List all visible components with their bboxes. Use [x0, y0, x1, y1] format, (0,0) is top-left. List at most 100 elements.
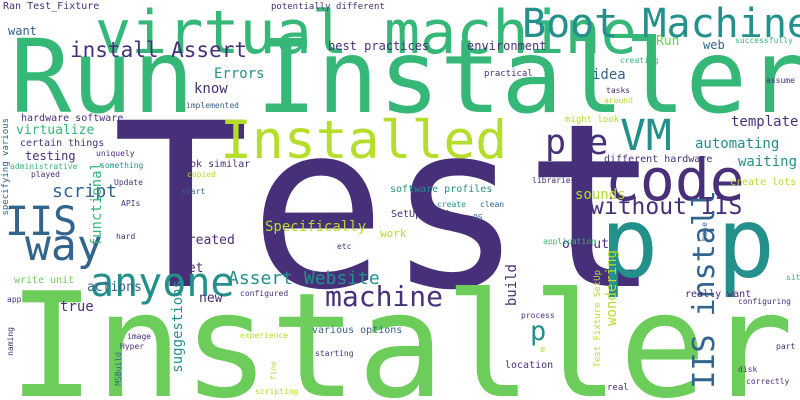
word-know: know	[194, 81, 228, 97]
word-installer: Installer	[8, 262, 794, 400]
word-really-want: really want	[685, 289, 752, 300]
word-pre: pre	[545, 123, 609, 163]
word-image: image	[127, 332, 152, 341]
word-starting: starting	[315, 349, 354, 358]
word-setup-boot: SetUp Boot	[391, 209, 452, 220]
word-anyone: anyone	[90, 260, 235, 306]
word-played: played	[31, 170, 60, 179]
word-wondering: wondering	[604, 250, 620, 326]
word-p: p	[530, 316, 547, 347]
word-created: created	[180, 233, 235, 248]
word-application: application	[543, 237, 596, 246]
word-way: way	[25, 221, 103, 271]
word-create-lots: create lots	[730, 177, 797, 188]
word-potentially-different: potentially different	[271, 2, 385, 12]
word-automating: automating	[695, 136, 780, 152]
word-apis: APIs	[121, 199, 141, 208]
word-hyper: Hyper	[120, 342, 145, 351]
word-template: template	[731, 114, 799, 130]
word-something: something	[100, 161, 144, 170]
word-want: want	[8, 24, 37, 38]
word-virtualize: virtualize	[16, 123, 95, 138]
word-run: Run	[656, 34, 680, 49]
word-location: location	[505, 360, 554, 371]
word-test: Test	[112, 74, 662, 340]
word-assume: assume	[766, 76, 795, 85]
word-experience: experience	[240, 331, 289, 340]
word-tasks: tasks	[606, 86, 631, 95]
word-write-unit: write unit	[14, 275, 75, 286]
word-test-fixture-setup: Test Fixture SetUp	[593, 270, 603, 368]
word-successfully: successfully	[735, 36, 793, 45]
word-uniquely: uniquely	[96, 149, 135, 158]
word-waiting: waiting	[738, 154, 798, 170]
word-configuring: configuring	[738, 297, 791, 306]
word-administrative: administrative	[10, 162, 78, 171]
word-machine: machine	[325, 280, 444, 313]
word-base: base	[700, 222, 709, 242]
word-libraries: libraries	[532, 176, 576, 185]
word-os: OS	[473, 213, 483, 222]
word-practical: practical	[484, 69, 533, 79]
word-specifically: Specifically	[265, 219, 367, 235]
word-msbuild: MSBuild	[114, 352, 123, 386]
word-various-options: various options	[312, 325, 403, 336]
word-start: start	[181, 187, 206, 196]
word-certain-things: certain things	[20, 138, 105, 149]
word-run-installer: Run Installer	[10, 18, 800, 137]
word-assert-website: Assert Website	[228, 268, 380, 289]
word-install-assert: install Assert	[70, 38, 248, 62]
word-build: build	[504, 264, 520, 307]
word-vm: VM	[620, 111, 672, 161]
word-best-practices: best practices	[328, 39, 430, 53]
word-scripting: scripting	[255, 387, 299, 396]
word-actions: actions	[87, 280, 142, 295]
word-installed: Installed	[220, 110, 508, 171]
word-software-profiles: software profiles	[390, 184, 493, 195]
word-different-hardware: different hardware	[604, 154, 713, 165]
word-naming: naming	[6, 327, 15, 356]
word-correctly: correctly	[746, 377, 790, 386]
word-without-iis: without IIS	[590, 194, 743, 220]
word-clean: clean	[480, 200, 505, 209]
word-testing: testing	[25, 149, 76, 163]
word-create: create	[437, 200, 466, 209]
word-web: web	[703, 38, 725, 52]
word-hard: hard	[116, 232, 136, 241]
word-environment: environment	[467, 39, 547, 53]
word-hardware-software: hardware software	[21, 113, 124, 124]
word-p-p: p p	[600, 187, 776, 300]
word-new: new	[199, 291, 223, 306]
word-configured: configured	[240, 289, 289, 298]
word-output: output	[562, 237, 609, 252]
word-e: e	[540, 345, 546, 355]
word-iis: IIS	[5, 199, 78, 245]
word-implemented: implemented	[186, 101, 239, 110]
word-functional: functional	[89, 162, 105, 247]
word-fine: fine	[269, 361, 278, 381]
word-real: real	[607, 383, 629, 393]
word-errors: Errors	[214, 66, 265, 82]
word-might-look: might look	[565, 115, 620, 125]
word-creating: creating	[620, 56, 659, 65]
word-copied: copied	[187, 170, 216, 179]
word-boot-machine: Boot Machine	[522, 1, 800, 47]
word-virtual-machine: virtual machine	[95, 0, 637, 68]
word-code: code	[605, 146, 745, 214]
word-sounds: sounds	[575, 187, 626, 203]
word-suggestions: suggestions	[170, 280, 186, 373]
word-idea: idea	[592, 67, 626, 83]
word-update: Update	[114, 178, 143, 187]
word-look-similar: look similar	[178, 159, 251, 170]
word-around: around	[604, 96, 633, 105]
word-site: site	[786, 273, 800, 282]
word-script: script	[52, 181, 118, 202]
word-disk: disk	[738, 365, 758, 374]
word-ran-test-fixture: Ran Test_Fixture	[3, 1, 100, 12]
word-process: process	[521, 311, 555, 320]
word-set: set	[180, 261, 204, 276]
word-app: app	[7, 295, 22, 304]
word-true: true	[60, 299, 94, 315]
word-part: part	[776, 342, 796, 351]
